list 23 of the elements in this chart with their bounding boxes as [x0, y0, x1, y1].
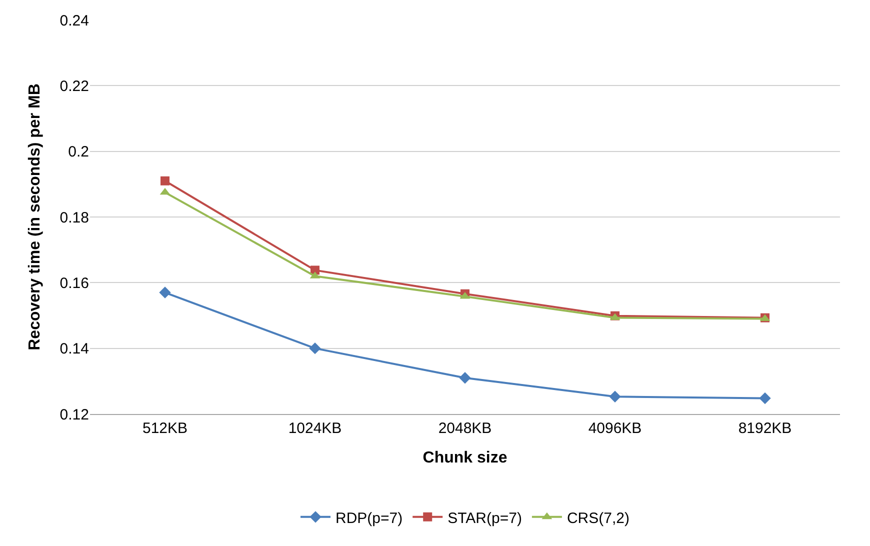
x-tick-label: 4096KB — [588, 420, 642, 437]
x-axis-title: Chunk size — [422, 450, 508, 467]
y-axis-title: Recovery time (in seconds) per MB — [26, 84, 44, 350]
legend-label: CRS(7,2) — [566, 510, 630, 527]
x-tick-label: 2048KB — [438, 420, 492, 437]
y-tick-label: 0.12 — [60, 406, 89, 424]
y-tick-label: 0.16 — [60, 274, 89, 292]
legend-label: STAR(p=7) — [448, 510, 522, 527]
x-tick-label: 512KB — [142, 420, 188, 437]
point — [459, 372, 471, 384]
y-tick-label: 0.18 — [60, 209, 89, 226]
x-tick-label: 8192KB — [738, 420, 792, 437]
legend-label: RDP(p=7) — [336, 510, 403, 527]
y-tick-label: 0.24 — [60, 12, 89, 30]
point — [609, 390, 621, 402]
point — [159, 286, 171, 298]
y-tick-label: 0.2 — [68, 144, 89, 161]
y-tick-label: 0.22 — [60, 78, 89, 95]
point — [160, 176, 170, 186]
point — [309, 342, 321, 354]
x-tick-label: 1024KB — [288, 420, 342, 437]
point — [759, 392, 771, 404]
y-tick-label: 0.14 — [60, 340, 89, 358]
